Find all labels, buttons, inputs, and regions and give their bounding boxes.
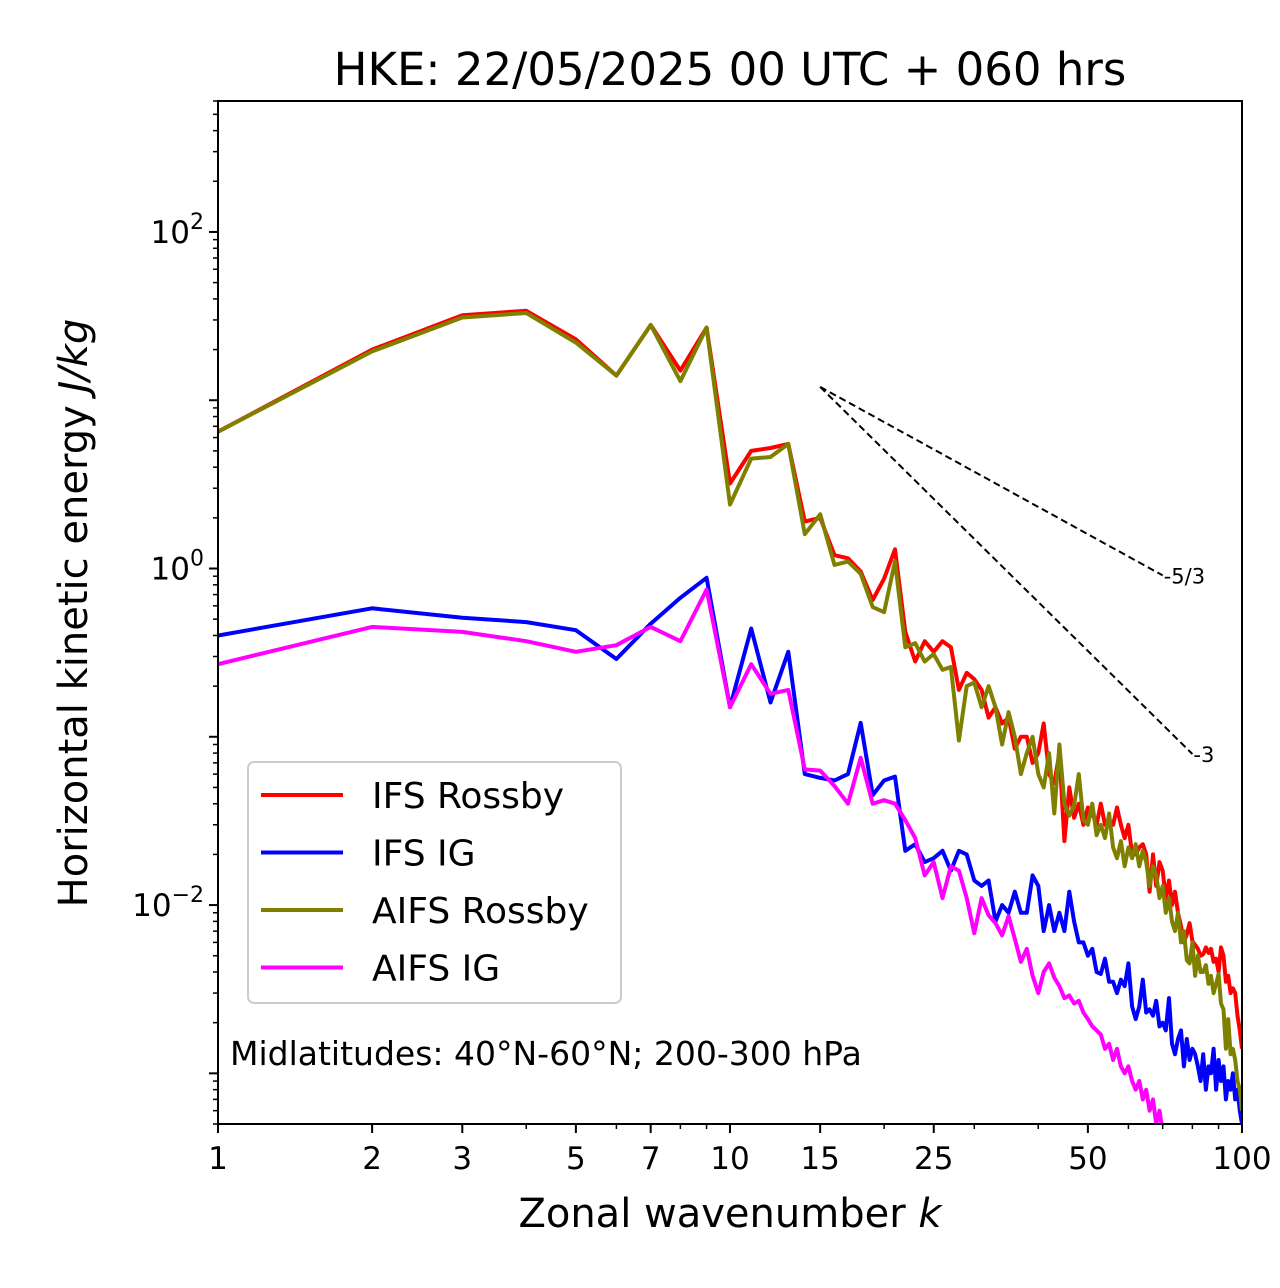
series-line-aifs-rossby — [218, 311, 1242, 1111]
legend-items: IFS Rossby IFS IG AIFS Rossby AIFS IG — [261, 776, 589, 990]
x-axis-label: Zonal wavenumber k — [518, 1191, 943, 1237]
legend-label: AIFS Rossby — [372, 891, 589, 932]
reference-slope-label: -3 — [1193, 743, 1214, 767]
legend-label: IFS IG — [372, 834, 476, 875]
reference-slope-line — [819, 386, 1194, 755]
x-tick-label: 3 — [452, 1141, 472, 1177]
x-tick-label: 15 — [800, 1141, 839, 1177]
x-tick-label: 1 — [208, 1141, 228, 1177]
y-axis-label: Horizontal kinetic energy J/kg — [51, 319, 97, 908]
x-tick-label: 10 — [710, 1141, 749, 1177]
series-line-aifs-ig — [218, 587, 1164, 1124]
reference-slope-layer: -5/3 -3 — [819, 386, 1214, 767]
reference-slope-line — [819, 386, 1164, 577]
x-tick-label: 7 — [641, 1141, 661, 1177]
series-line-ifs-ig — [218, 575, 1242, 1124]
x-axis: 1 2 3 5 7 10 15 25 50 100 — [208, 1124, 1272, 1177]
x-tick-label: 100 — [1212, 1141, 1271, 1177]
legend-label: AIFS IG — [372, 949, 500, 990]
x-tick-label: 5 — [566, 1141, 586, 1177]
region-annotation: Midlatitudes: 40°N-60°N; 200-300 hPa — [230, 1034, 862, 1073]
legend: IFS Rossby IFS IG AIFS Rossby AIFS IG — [247, 761, 622, 1004]
legend-frame — [247, 761, 622, 1004]
x-tick-label: 2 — [362, 1141, 382, 1177]
chart-title: HKE: 22/05/2025 00 UTC + 060 hrs — [334, 43, 1127, 96]
y-tick-label: 100 — [151, 547, 204, 588]
y-tick-label: 102 — [151, 210, 204, 251]
legend-label: IFS Rossby — [372, 776, 564, 817]
x-tick-label: 25 — [914, 1141, 953, 1177]
x-tick-label: 50 — [1068, 1141, 1107, 1177]
series-layer — [218, 308, 1242, 1124]
y-tick-label: 10−2 — [132, 883, 204, 924]
y-axis: 10−2 100 102 — [132, 100, 218, 1125]
reference-slope-label: -5/3 — [1164, 564, 1205, 588]
